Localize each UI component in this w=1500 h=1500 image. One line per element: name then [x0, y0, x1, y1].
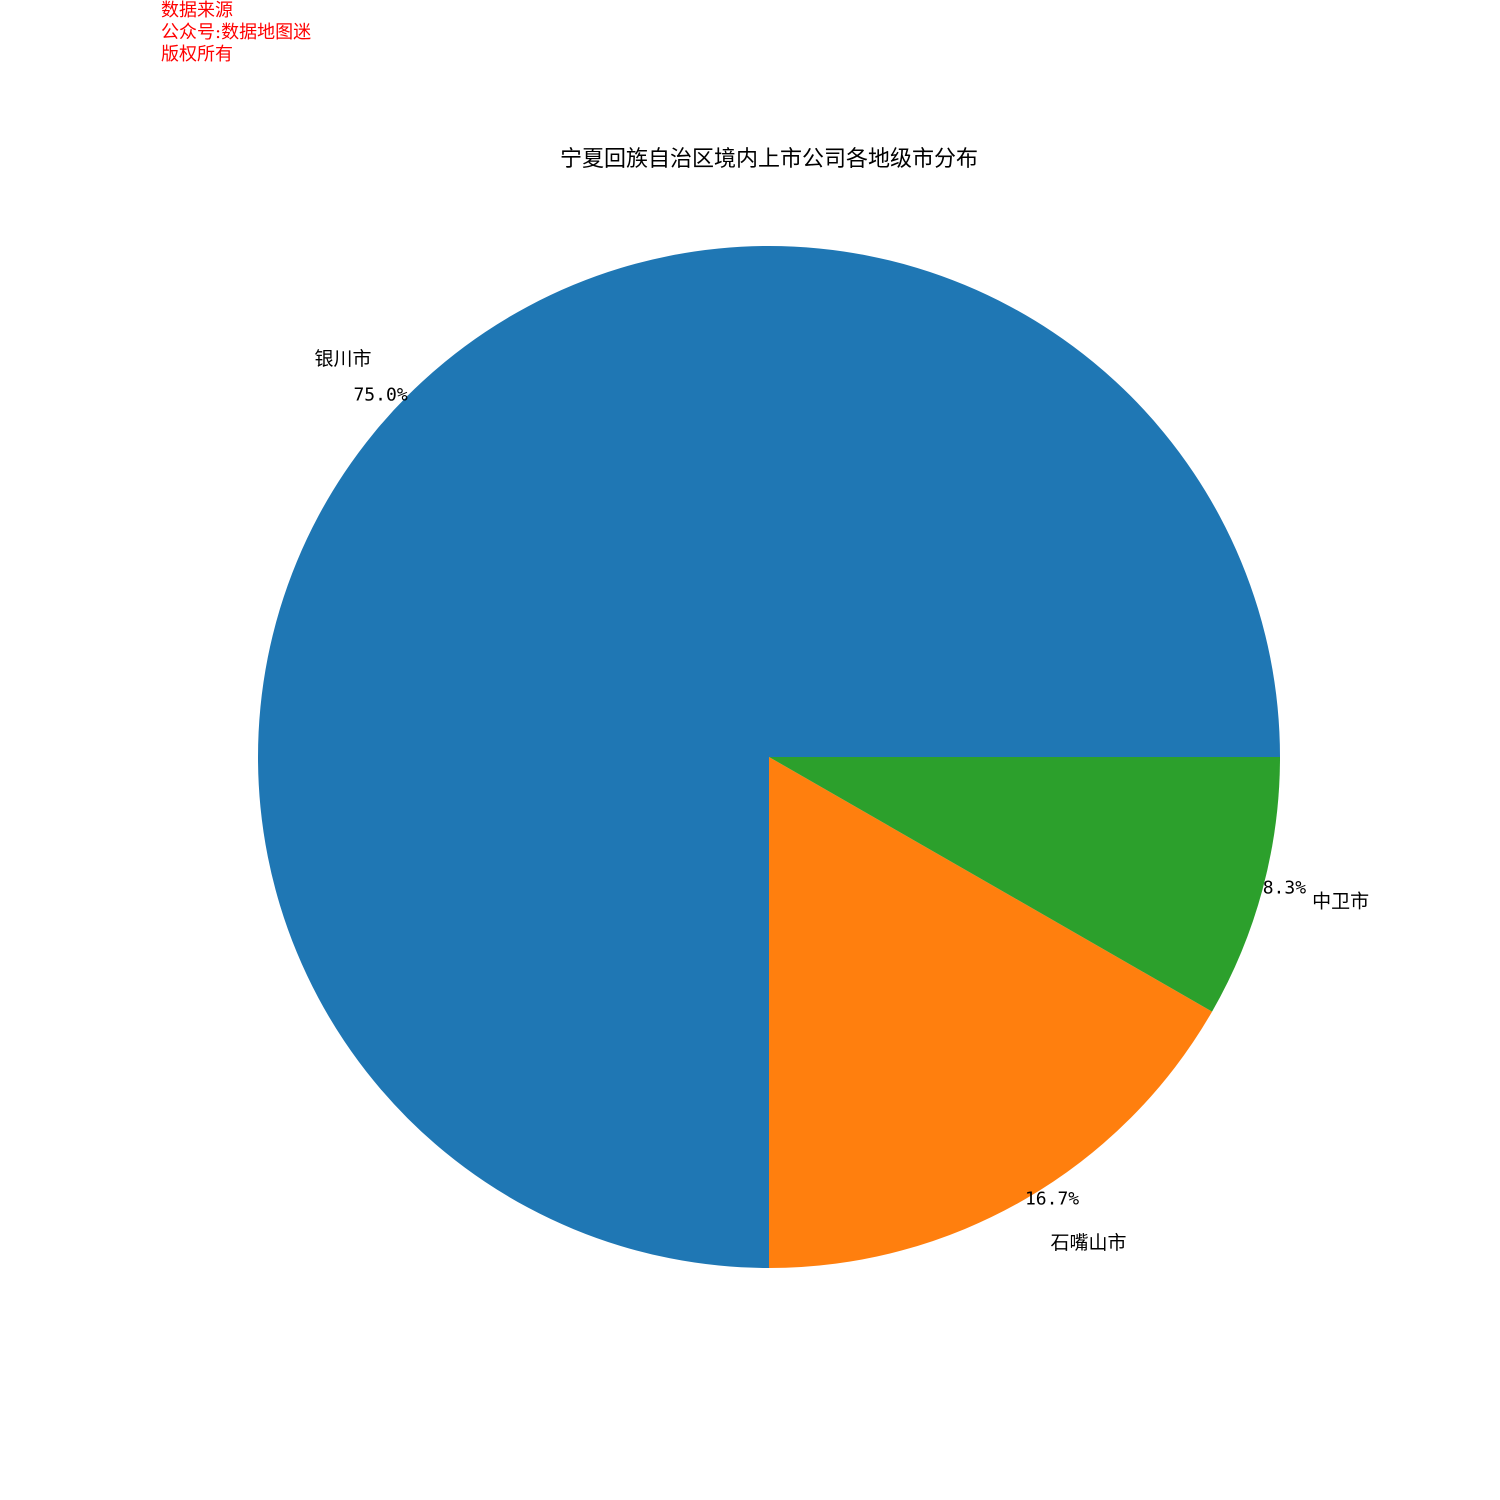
pie-category-label: 中卫市 [1312, 890, 1369, 912]
pie-slices [258, 246, 1280, 1268]
watermark-line-source: 数据来源 [161, 0, 233, 21]
pie-slice-中卫市 [769, 757, 1280, 1012]
watermark-line-account: 公众号:数据地图迷 [161, 22, 312, 43]
pie-category-label: 石嘴山市 [1051, 1232, 1127, 1254]
watermark-line-copyright: 版权所有 [161, 44, 233, 65]
chart-title: 宁夏回族自治区境内上市公司各地级市分布 [560, 147, 978, 172]
watermark: 数据来源 公众号:数据地图迷 版权所有 [161, 0, 311, 66]
pie-percent-label: 16.7% [1025, 1188, 1079, 1209]
pie-category-label: 银川市 [315, 348, 372, 370]
pie-slice-石嘴山市 [769, 757, 1213, 1268]
pie-percent-label: 8.3% [1263, 878, 1307, 899]
pie-percent-label: 75.0% [353, 385, 407, 406]
